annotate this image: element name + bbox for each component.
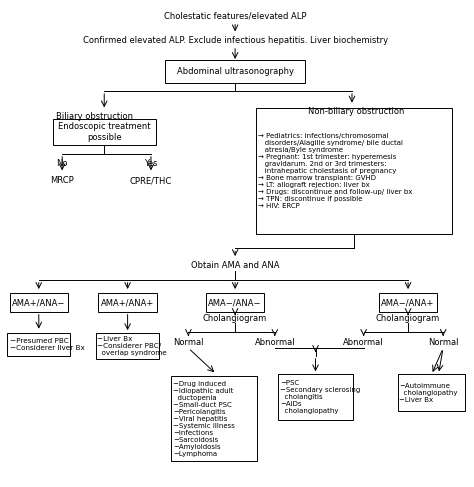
FancyBboxPatch shape bbox=[99, 293, 157, 312]
Text: Normal: Normal bbox=[428, 338, 458, 347]
FancyBboxPatch shape bbox=[206, 293, 264, 312]
Text: Normal: Normal bbox=[173, 338, 204, 347]
FancyBboxPatch shape bbox=[9, 293, 68, 312]
Text: Yes: Yes bbox=[144, 159, 158, 168]
Text: MRCP: MRCP bbox=[50, 176, 74, 185]
Text: −PSC
−Secondary sclerosing
  cholangitis
−AIDs
  cholangiopathy: −PSC −Secondary sclerosing cholangitis −… bbox=[280, 380, 360, 414]
Text: AMA+/ANA+: AMA+/ANA+ bbox=[101, 298, 154, 307]
Text: −Presumed PBC
−Considerer liver Bx: −Presumed PBC −Considerer liver Bx bbox=[10, 337, 84, 351]
Text: −Drug induced
−Idiopathic adult
  ductopenia
−Small-duct PSC
−Pericolangitis
−Vi: −Drug induced −Idiopathic adult ductopen… bbox=[173, 381, 235, 457]
FancyBboxPatch shape bbox=[398, 375, 465, 411]
Text: No: No bbox=[56, 159, 68, 168]
Text: AMA−/ANA−: AMA−/ANA− bbox=[209, 298, 262, 307]
FancyBboxPatch shape bbox=[256, 108, 453, 234]
Text: AMA−/ANA+: AMA−/ANA+ bbox=[382, 298, 435, 307]
Text: −Liver Bx
−Considerer PBC/
  overlap syndrome: −Liver Bx −Considerer PBC/ overlap syndr… bbox=[97, 336, 167, 356]
FancyBboxPatch shape bbox=[171, 376, 257, 461]
FancyBboxPatch shape bbox=[7, 333, 70, 356]
FancyBboxPatch shape bbox=[379, 293, 438, 312]
Text: Abnormal: Abnormal bbox=[255, 338, 295, 347]
FancyBboxPatch shape bbox=[278, 374, 353, 420]
Text: Abdominal ultrasonography: Abdominal ultrasonography bbox=[177, 67, 293, 76]
Text: Biliary obstruction: Biliary obstruction bbox=[56, 112, 133, 121]
Text: Abnormal: Abnormal bbox=[343, 338, 384, 347]
Text: −Autoimmune
  cholangiopathy
−Liver Bx: −Autoimmune cholangiopathy −Liver Bx bbox=[399, 383, 458, 403]
Text: Obtain AMA and ANA: Obtain AMA and ANA bbox=[191, 261, 279, 270]
Text: Cholangiogram: Cholangiogram bbox=[203, 314, 267, 323]
FancyBboxPatch shape bbox=[96, 333, 159, 359]
Text: Endoscopic treatment
possible: Endoscopic treatment possible bbox=[58, 122, 150, 142]
Text: AMA+/ANA−: AMA+/ANA− bbox=[12, 298, 65, 307]
Text: Cholangiogram: Cholangiogram bbox=[376, 314, 440, 323]
FancyBboxPatch shape bbox=[53, 119, 155, 146]
Text: Non-biliary obstruction: Non-biliary obstruction bbox=[309, 107, 405, 116]
Text: Cholestatic features/elevated ALP: Cholestatic features/elevated ALP bbox=[164, 11, 306, 20]
Text: Confirmed elevated ALP. Exclude infectious hepatitis. Liver biochemistry: Confirmed elevated ALP. Exclude infectio… bbox=[82, 36, 388, 45]
FancyBboxPatch shape bbox=[165, 60, 305, 83]
Text: CPRE/THC: CPRE/THC bbox=[130, 176, 172, 185]
Text: → Pediatrics: infections/chromosomal
   disorders/Alagille syndrome/ bile ductal: → Pediatrics: infections/chromosomal dis… bbox=[257, 133, 412, 209]
